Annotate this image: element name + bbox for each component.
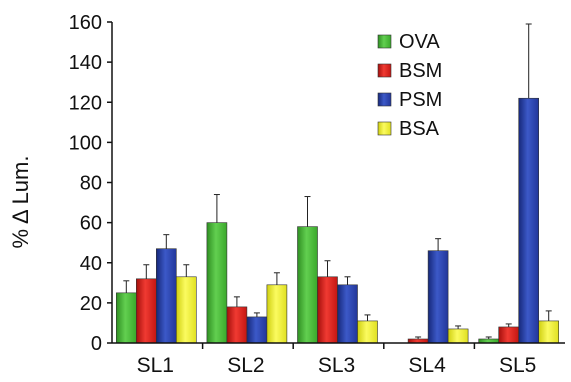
bar-bsm-sl5 — [498, 326, 520, 344]
legend-swatch-bsm — [377, 63, 392, 78]
y-tick-label: 80 — [80, 173, 102, 195]
x-tick-label: SL2 — [227, 354, 264, 377]
bar-psm-sl4 — [427, 250, 449, 344]
bar-bsm-sl3 — [317, 276, 338, 344]
error-bars — [123, 23, 552, 339]
y-tick-label: 0 — [91, 333, 102, 355]
legend-label-ova: OVA — [399, 31, 440, 53]
y-tick-label: 140 — [69, 52, 102, 74]
bar-psm-sl1 — [156, 248, 177, 344]
y-tick-label: 60 — [80, 213, 102, 235]
x-tick-label: SL4 — [408, 354, 446, 377]
x-tick-label: SL3 — [318, 354, 355, 377]
legend-swatch-ova — [377, 34, 392, 49]
legend-swatch-psm — [377, 92, 392, 107]
y-tick-label: 120 — [69, 92, 102, 114]
bar-psm-sl3 — [337, 284, 358, 344]
legend-swatch-bsa — [377, 121, 392, 136]
bar-ova-sl3 — [297, 226, 318, 344]
y-tick-label: 100 — [69, 132, 102, 154]
bar-bsm-sl1 — [136, 278, 157, 344]
bar-bsm-sl2 — [226, 306, 248, 344]
x-tick-label: SL5 — [499, 354, 536, 377]
bar-bsa-sl3 — [357, 320, 378, 344]
bar-psm-sl5 — [518, 97, 540, 344]
bar-series — [116, 97, 560, 344]
y-tick-label: 20 — [80, 293, 102, 315]
bar-bsa-sl5 — [538, 320, 560, 344]
y-axis-label: % Δ Lum. — [8, 156, 33, 249]
legend-label-bsa: BSA — [399, 118, 440, 140]
bar-ova-sl1 — [116, 292, 137, 344]
bar-bsa-sl2 — [266, 284, 288, 344]
y-tick-label: 160 — [69, 12, 102, 34]
y-tick-label: 40 — [80, 253, 102, 275]
x-tick-label: SL1 — [137, 354, 174, 377]
legend-label-bsm: BSM — [399, 60, 442, 82]
bar-ova-sl2 — [206, 222, 228, 344]
bar-bsa-sl4 — [447, 328, 469, 344]
bar-bsa-sl1 — [176, 276, 197, 344]
x-axis-categories: SL1 SL2 SL3 SL4 SL5 — [137, 343, 536, 377]
legend: OVA BSM PSM BSA — [377, 31, 442, 140]
bar-psm-sl2 — [246, 316, 268, 344]
legend-label-psm: PSM — [399, 89, 442, 111]
y-axis-ticks: 0 20 40 60 80 100 120 140 160 — [69, 12, 112, 355]
